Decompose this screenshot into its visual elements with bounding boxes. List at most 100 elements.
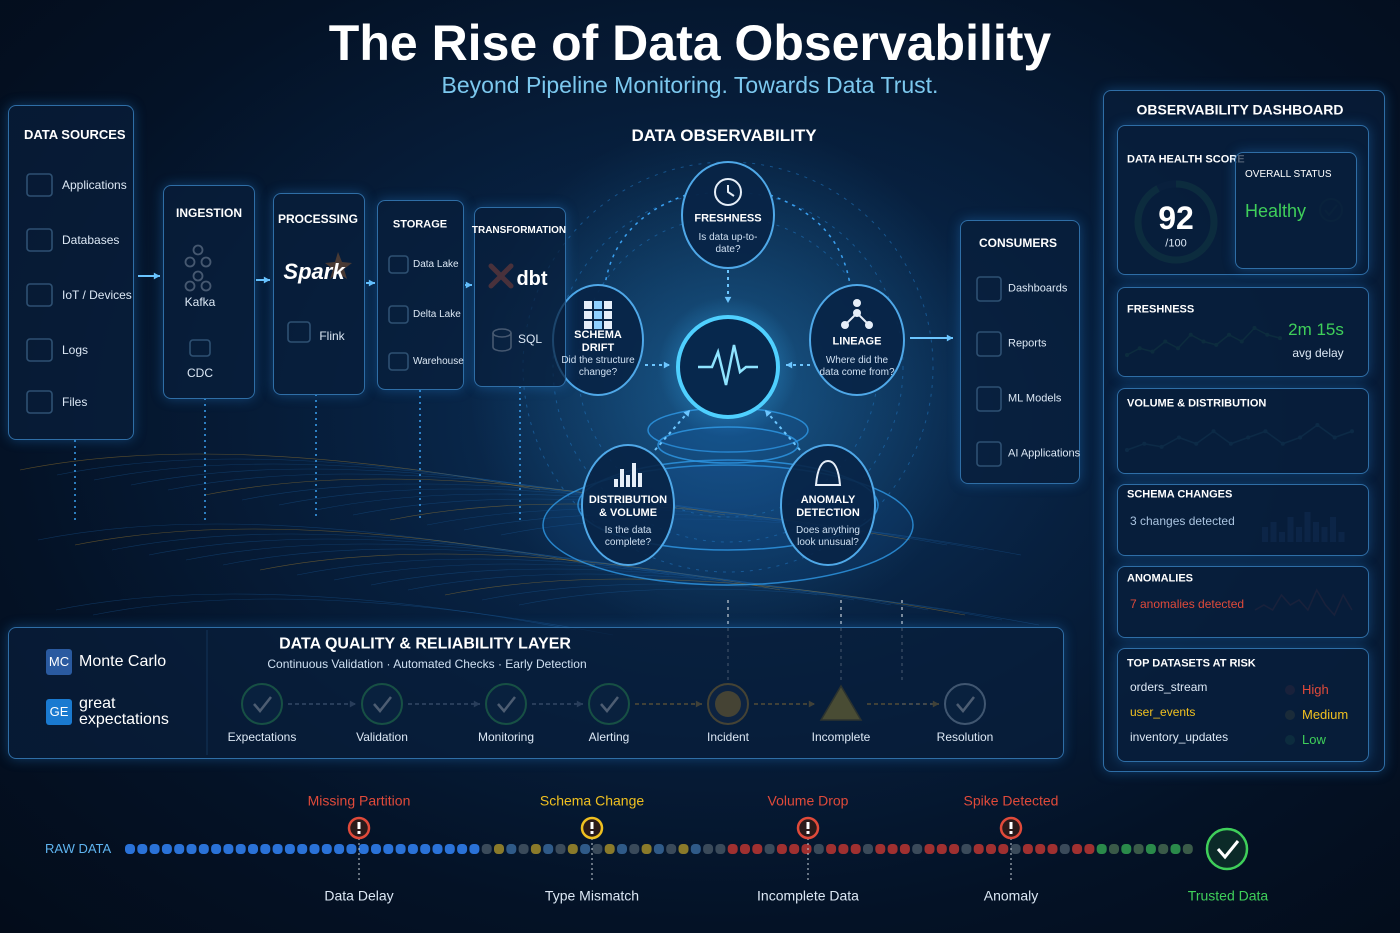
label: TRANSFORMATION — [471, 225, 567, 236]
timeline-dot — [284, 844, 295, 854]
timeline-dot — [383, 844, 394, 854]
pillar-title: SCHEMA DRIFT — [574, 328, 622, 354]
processing-panel — [273, 193, 365, 395]
timeline-dot — [850, 844, 861, 854]
timeline-dot — [494, 844, 504, 854]
arrow-head — [683, 410, 690, 417]
timeline-dot — [407, 844, 418, 854]
timeline-dot — [1047, 844, 1058, 854]
connector — [764, 409, 801, 451]
timeline-dot — [174, 844, 185, 854]
timeline-dot — [789, 844, 800, 854]
timeline-dot — [936, 844, 947, 854]
label: FRESHNESS — [1127, 303, 1195, 316]
network-line — [241, 483, 763, 521]
timeline-dot — [629, 844, 640, 854]
timeline-dot — [555, 844, 566, 854]
timeline-dot — [887, 844, 898, 854]
pillar-icon — [865, 321, 873, 329]
consumer-item: AI Applications — [1008, 447, 1081, 460]
freshness-value: 2m 15s — [1288, 319, 1344, 339]
timeline-dot — [432, 844, 443, 854]
arrow-head — [786, 361, 793, 369]
pillar-icon — [614, 479, 618, 487]
title: The Rise of Data Observability — [328, 15, 1052, 71]
network-line — [19, 453, 541, 491]
network-line — [500, 518, 1022, 556]
timeline-dot — [875, 844, 886, 854]
timeline-dot — [321, 844, 332, 854]
label: PROCESSING — [277, 211, 359, 226]
label: ANOMALIES — [1127, 572, 1193, 585]
timeline-dot — [149, 844, 160, 854]
network-line — [463, 513, 985, 551]
network-line — [37, 523, 559, 561]
pillar-icon — [604, 321, 612, 329]
network-line — [130, 468, 652, 506]
event-icon — [357, 822, 361, 829]
label: Continuous Validation · Automated Checks… — [267, 656, 587, 671]
network-line — [315, 493, 837, 531]
timeline-dot — [764, 844, 775, 854]
timeline-dot — [481, 844, 492, 854]
timeline-dot — [1109, 844, 1119, 854]
pillar — [581, 444, 675, 566]
timeline-dot — [248, 844, 258, 854]
pillar-icon — [814, 459, 842, 486]
timeline-dot — [1059, 844, 1070, 854]
timeline-dot — [678, 844, 689, 854]
timeline-dot — [813, 844, 824, 854]
orbit-link — [769, 194, 851, 286]
timeline-dot — [949, 844, 960, 854]
risk-level: Low — [1302, 732, 1326, 748]
event-icon — [357, 831, 361, 834]
pillar-question: Where did the data come from? — [819, 355, 895, 378]
timeline-dot — [1096, 844, 1107, 854]
source-item: Files — [62, 394, 88, 409]
timeline-dot — [469, 844, 480, 854]
network-line — [444, 578, 966, 616]
anomalies-card — [1117, 566, 1369, 638]
network-line — [93, 463, 615, 501]
freshness-note: avg delay — [1292, 345, 1344, 360]
pillar-icon — [620, 469, 624, 487]
event-label: Spike Detected — [963, 792, 1059, 809]
data-sources-panel — [8, 105, 134, 440]
freshness-card — [1117, 287, 1369, 377]
timeline-dot — [371, 844, 381, 854]
arrow-head — [724, 296, 732, 303]
pillar-icon — [594, 311, 602, 319]
label: Spark — [283, 258, 345, 284]
timeline-dot — [973, 844, 984, 854]
storage-panel — [377, 200, 464, 390]
health-score: 92 — [1158, 199, 1194, 236]
consumers-panel — [960, 220, 1080, 484]
timeline-dot — [518, 844, 529, 854]
network-line — [92, 598, 614, 636]
timeline-dot — [1121, 844, 1132, 854]
status-value: Healthy — [1245, 201, 1307, 222]
event-result: Type Mismatch — [544, 887, 640, 904]
status-card — [1235, 152, 1357, 269]
pillar — [681, 161, 775, 269]
timeline-dot — [752, 844, 763, 854]
event-result: Anomaly — [983, 887, 1039, 904]
timeline-dot — [125, 844, 135, 854]
timeline-dot — [1072, 844, 1083, 854]
pillar-question: Did the structure change? — [561, 355, 635, 378]
pillar-title: LINEAGE — [832, 335, 882, 348]
consumer-item: ML Models — [1008, 392, 1062, 405]
pillar — [809, 284, 905, 396]
tool-badge: MC — [46, 649, 72, 675]
timeline-dot — [395, 844, 406, 854]
pillar-icon — [594, 301, 602, 309]
timeline-dot — [1022, 844, 1033, 854]
network-line — [296, 558, 818, 596]
network-line — [74, 528, 596, 566]
network-line — [111, 533, 633, 571]
timeline-dot — [690, 844, 701, 854]
timeline-dot — [1010, 844, 1021, 854]
label: CDC — [187, 365, 213, 380]
source-item: Logs — [62, 342, 89, 357]
